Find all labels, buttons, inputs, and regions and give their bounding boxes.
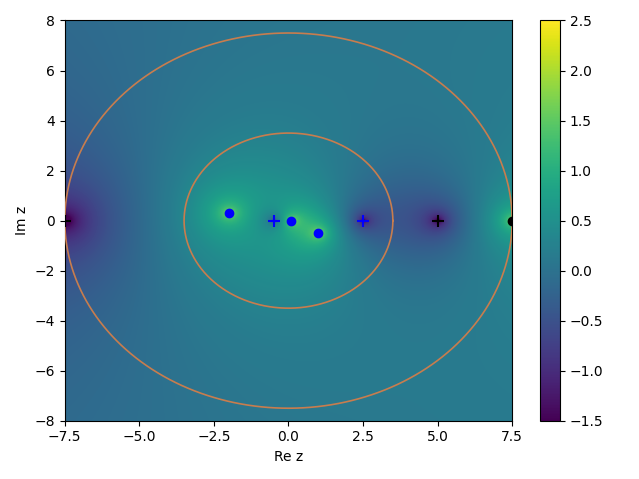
X-axis label: Re z: Re z: [274, 450, 303, 464]
Y-axis label: Im z: Im z: [15, 206, 29, 235]
